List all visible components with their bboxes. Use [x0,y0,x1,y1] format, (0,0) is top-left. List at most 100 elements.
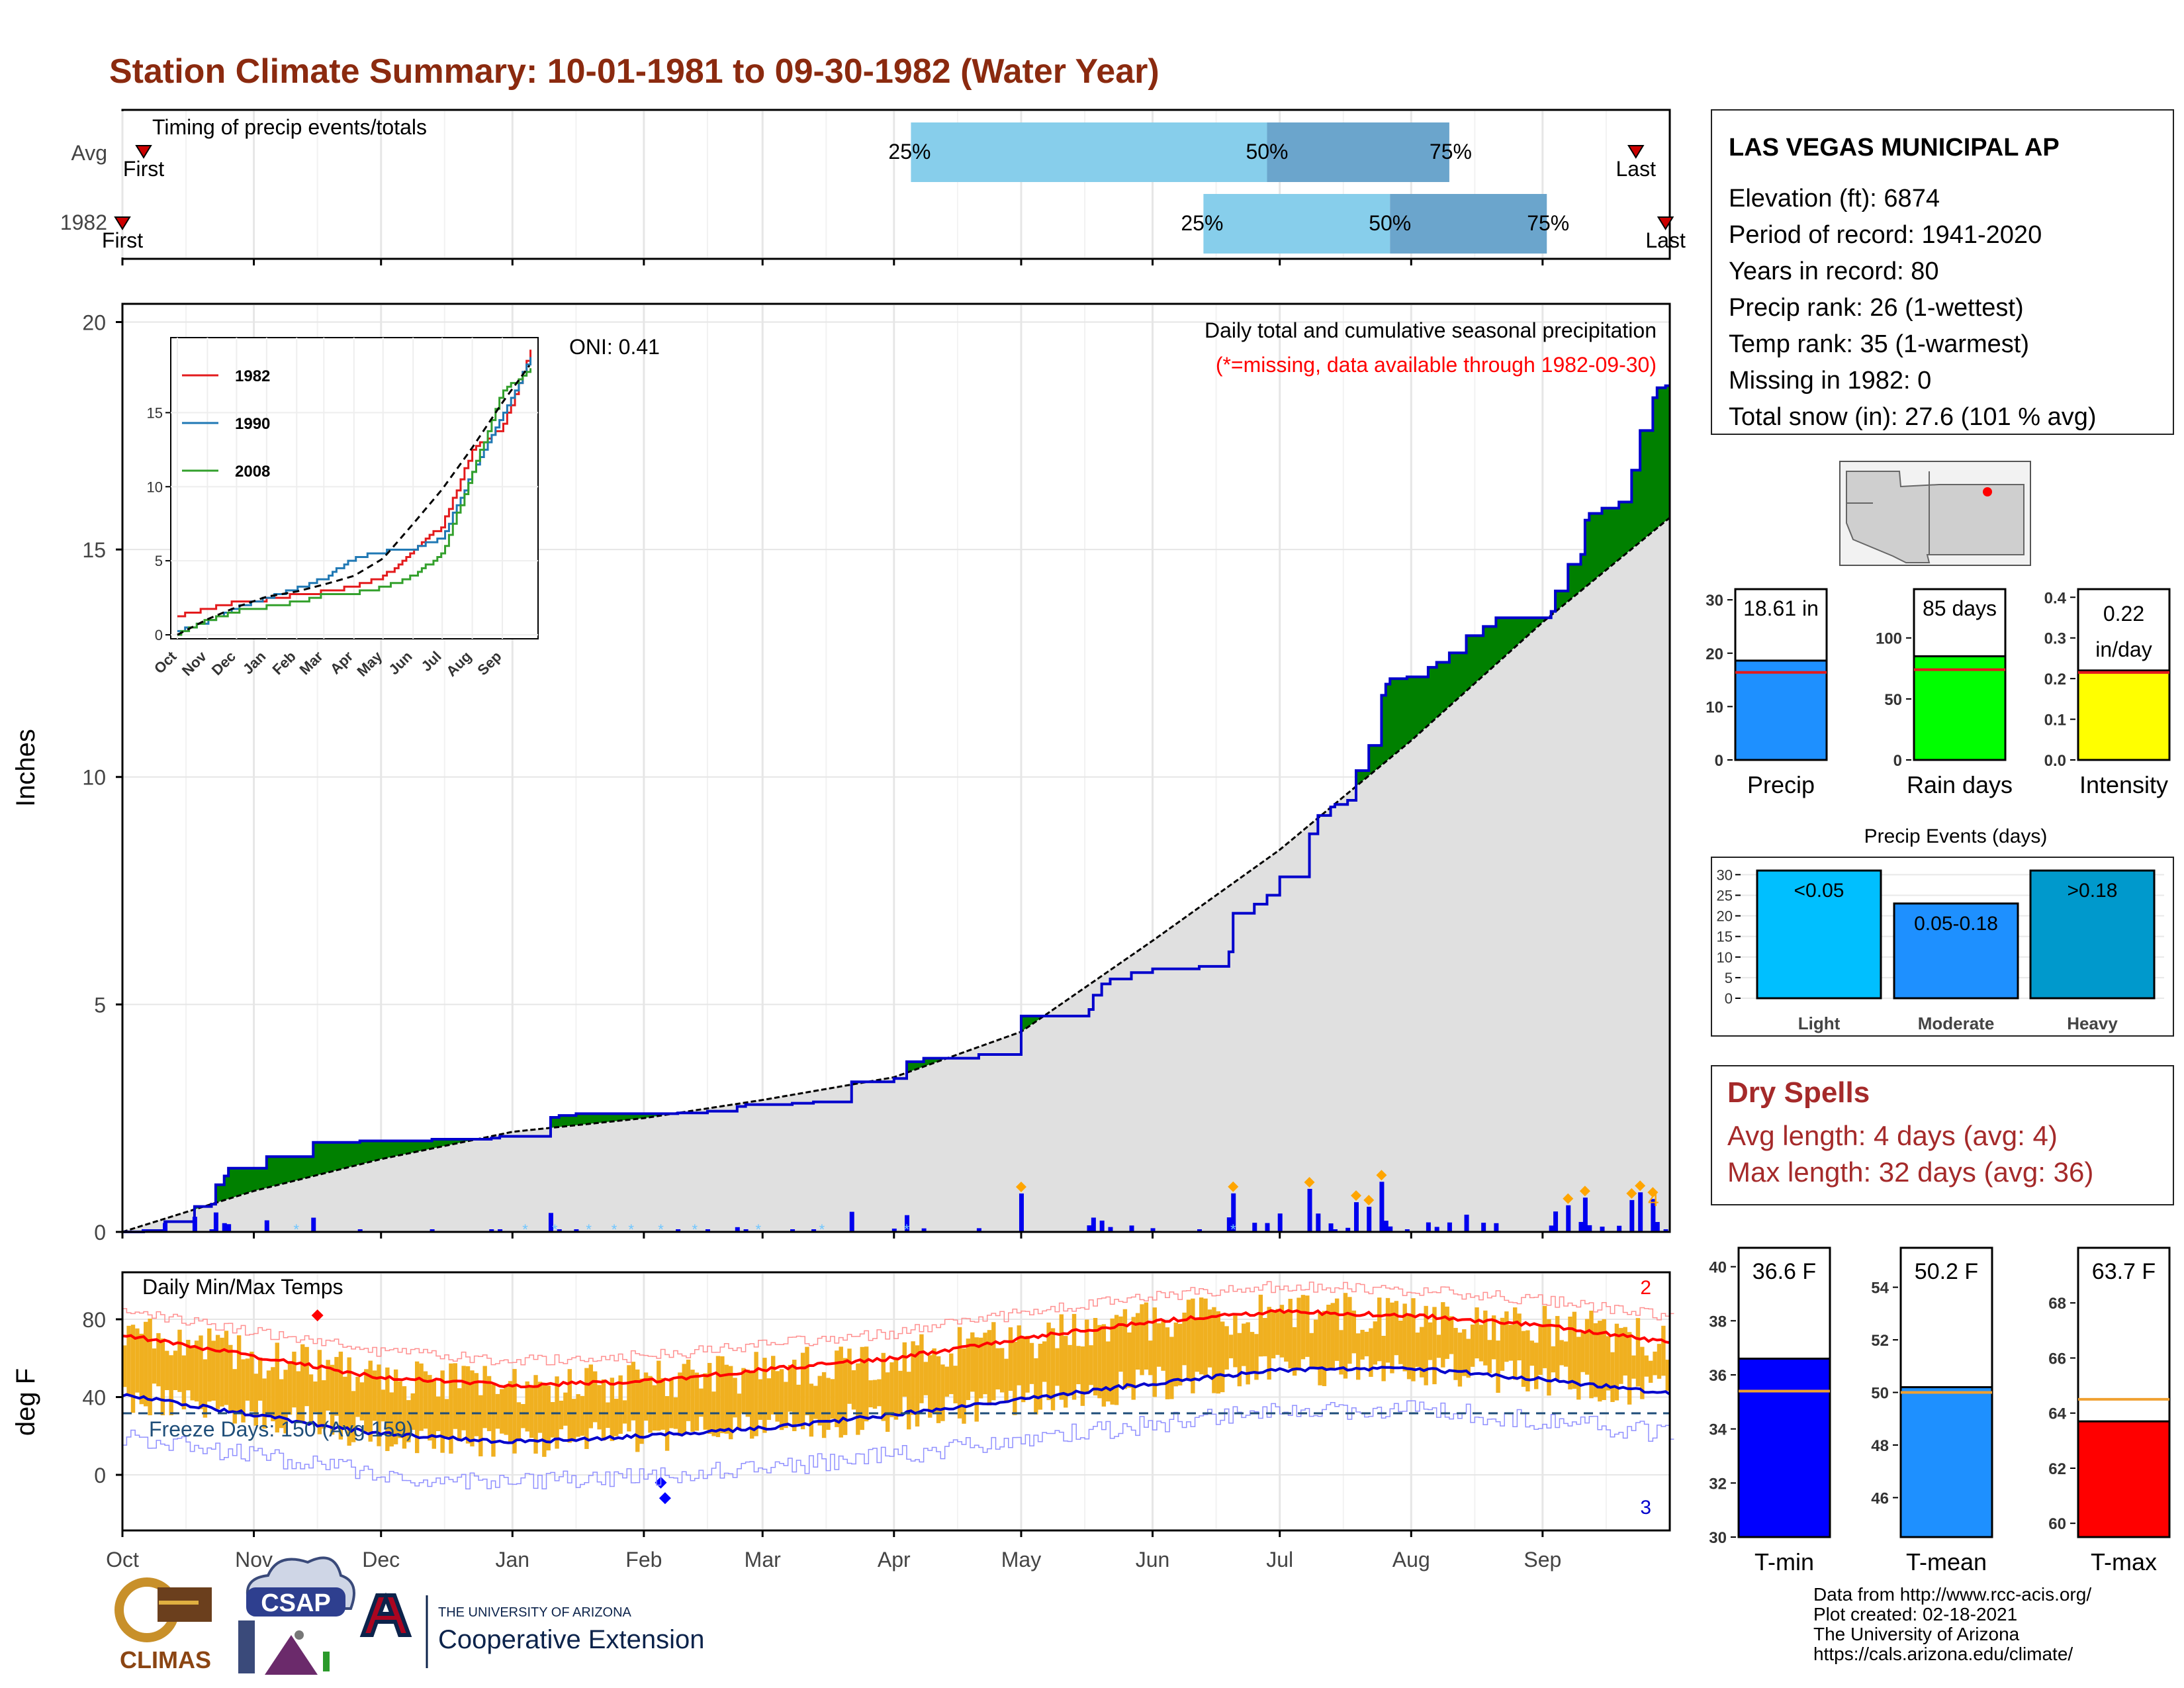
daily-temp-bar [283,1370,288,1434]
daily-temp-bar [1152,1307,1157,1397]
daily-temp-bar [474,1373,479,1436]
daily-temp-bar [1195,1317,1199,1372]
daily-temp-bar [1263,1318,1267,1356]
daily-temp-bar [809,1383,814,1437]
timing-label-50: 50% [1246,140,1288,164]
events-bar-label: <0.05 [1794,880,1844,902]
temp-summary-bar [2077,1420,2171,1538]
daily-temp-bar [428,1375,432,1441]
daily-temp-bar [1420,1327,1424,1378]
daily-precip-bar [557,1229,562,1232]
daily-precip-bar [1578,1221,1584,1232]
daily-temp-bar [983,1333,987,1395]
daily-temp-bar [1475,1307,1479,1359]
daily-temp-bar [741,1368,746,1414]
inset-legend-label: 1990 [235,415,270,433]
daily-temp-bar [262,1378,267,1429]
inset-series-line [177,368,532,636]
daily-temp-bar [245,1358,250,1401]
daily-temp-bar [381,1389,386,1422]
snow-marker: * [293,1221,299,1238]
daily-temp-bar [1089,1345,1093,1385]
precip-summary-tick-label: 30 [1706,592,1723,610]
month-tick-label: Oct [106,1548,139,1571]
daily-temp-bar [1517,1313,1522,1361]
daily-temp-bar [1064,1336,1068,1408]
events-bar-label: >0.18 [2068,880,2118,902]
inset-legend-label: 1982 [235,367,270,385]
daily-temp-bar [130,1325,136,1413]
temp-summary-charts: 30 32 34 36 38 40 T-min 36.6 F 46 48 50 52 54 T-mean 5… [1709,1246,2171,1575]
extreme-event-marker [1350,1190,1361,1201]
daily-temp-bar [1640,1346,1645,1399]
daily-temp-bar [1237,1333,1242,1387]
daily-temp-bar [893,1359,899,1420]
extreme-event-marker [1647,1187,1659,1198]
daily-temp-bar [152,1348,157,1384]
timing-label-75: 75% [1527,211,1569,235]
daily-temp-bar [1224,1326,1229,1370]
timing-panel: Timing of precip events/totals Avg 1982 … [60,109,1686,265]
daily-temp-bar [1008,1327,1013,1391]
daily-temp-bar [915,1345,920,1427]
daily-temp-bar [1449,1316,1454,1354]
daily-temp-bar [1059,1314,1064,1400]
temp-summary-value: 50.2 F [1915,1259,1978,1284]
daily-temp-bar [618,1375,623,1434]
daily-temp-bar [715,1356,721,1437]
daily-temp-bar [627,1365,631,1432]
daily-temp-bar [326,1360,330,1411]
daily-temp-bar [953,1366,958,1403]
daily-precip-bar [192,1217,197,1232]
temp-y-tick-label: 40 [82,1386,106,1410]
credits: Data from http://www.rcc-acis.org/Plot c… [1813,1584,2091,1664]
month-tick-label: Feb [625,1548,662,1571]
daily-precip-bar [976,1228,981,1232]
daily-precip-bar [1099,1220,1105,1232]
daily-temp-bar [385,1367,390,1452]
daily-temp-bar [173,1350,178,1390]
university-of-arizona-logo: THE UNIVERSITY OF ARIZONA Cooperative Ex… [359,1592,704,1668]
daily-temp-bar [1525,1330,1530,1391]
timing-row-label-1982: 1982 [60,211,107,234]
timing-panel-title: Timing of precip events/totals [152,115,427,139]
daily-temp-bar [1156,1323,1161,1367]
daily-precip-bar [357,1229,363,1232]
snow-marker: * [904,1221,910,1238]
daily-precip-bar [1252,1223,1257,1232]
daily-temp-bar [1369,1328,1373,1377]
daily-temp-bar [881,1352,886,1421]
daily-temp-bar [902,1342,907,1397]
last-event-label: Last [1645,228,1686,252]
timing-bar-25-50 [1203,194,1390,254]
daily-temp-bar [559,1400,564,1430]
month-tick-label: May [1001,1548,1041,1571]
daily-temp-bar [974,1337,979,1422]
daily-temp-bar [932,1348,936,1413]
daily-temp-bar [1288,1299,1293,1369]
daily-temp-bar [669,1378,674,1429]
snow-marker: * [552,1221,558,1238]
daily-temp-bar [1114,1315,1119,1405]
daily-temp-bar [1623,1327,1627,1376]
daily-precip-bar [1629,1199,1635,1232]
daily-temp-bar [563,1392,568,1426]
daily-precip-bar [548,1213,553,1232]
first-event-marker [135,145,152,159]
figure-title: Station Climate Summary: 10-01-1981 to 0… [109,52,1160,91]
daily-temp-bar [322,1380,326,1429]
month-tick-label: Jul [1266,1548,1293,1571]
daily-temp-bar [1351,1310,1356,1354]
daily-temp-bar [1445,1306,1449,1359]
month-tick-label: Nov [235,1548,273,1571]
station-detail: Period of record: 1941-2020 [1729,221,2042,249]
daily-temp-bar [1173,1322,1178,1387]
daily-temp-bar [271,1367,275,1422]
daily-temp-bar [1508,1325,1513,1361]
timing-label-25: 25% [888,140,931,164]
record-high-marker [311,1309,324,1322]
daily-temp-bar [885,1372,890,1432]
daily-temp-bar [220,1337,224,1407]
daily-temp-bar [978,1337,983,1399]
daily-temp-bar [228,1344,233,1411]
